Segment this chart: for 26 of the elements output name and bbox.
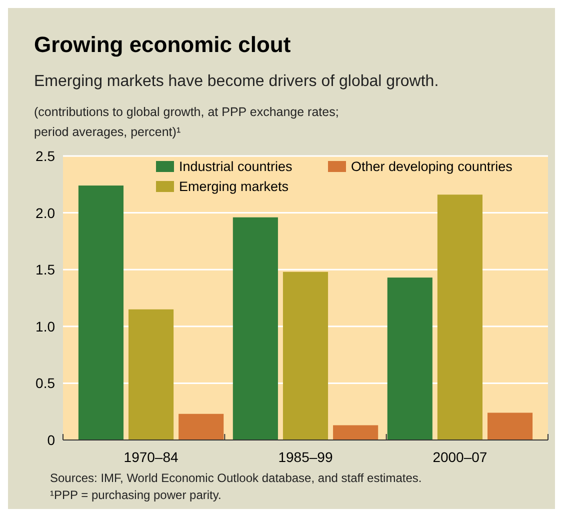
chart-subtitle: Emerging markets have become drivers of global growth.	[34, 73, 439, 90]
bar	[232, 217, 278, 440]
bar	[128, 309, 174, 440]
y-tick-label: 1.5	[36, 262, 56, 278]
bar	[282, 272, 328, 440]
y-tick-label: 1.0	[36, 318, 56, 334]
source-note: Sources: IMF, World Economic Outlook database, and staff estimates.	[50, 471, 422, 485]
bar	[387, 278, 432, 440]
x-tick-label: 1970–84	[124, 449, 178, 465]
bar	[437, 194, 482, 440]
bar	[78, 186, 124, 440]
y-axis-title: (contributions to global growth, at PPP exchange rates; period averages, percent)¹	[34, 105, 339, 139]
x-tick-label: 1985–99	[278, 449, 333, 465]
bar	[487, 412, 533, 440]
y-tick-label: 2.5	[36, 148, 56, 164]
x-tick-label: 2000–07	[432, 449, 488, 465]
legend-label: Other developing countries	[351, 159, 513, 174]
y-tick-label: 0	[47, 432, 56, 448]
y-tick-label: 2.0	[36, 204, 56, 221]
legend-label: Industrial countries	[179, 159, 293, 174]
chart-title: Growing economic clout	[34, 32, 292, 57]
bar	[178, 414, 224, 440]
bar	[333, 425, 378, 440]
text: ¹PPP = purchasing power parity.	[50, 488, 222, 502]
y-tick-label: 0.5	[36, 375, 56, 392]
legend-label: Emerging markets	[179, 179, 289, 194]
